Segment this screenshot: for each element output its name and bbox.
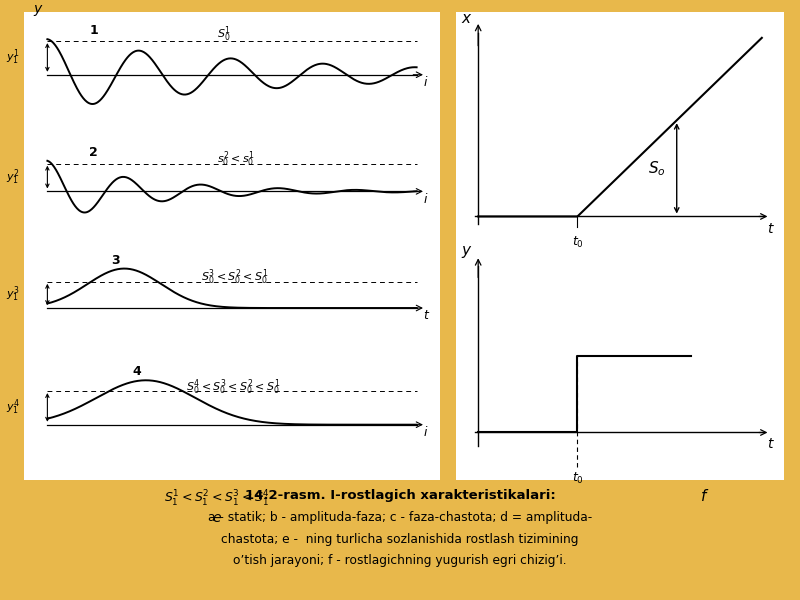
Text: $y$: $y$ [33, 3, 43, 18]
Text: $t_0$: $t_0$ [571, 235, 583, 250]
Text: $i$: $i$ [422, 75, 428, 89]
Text: 2: 2 [89, 146, 98, 159]
Text: 4: 4 [132, 365, 141, 378]
Text: $x$: $x$ [461, 11, 473, 26]
Text: $s_0^2 < s_0^1$: $s_0^2 < s_0^1$ [217, 149, 254, 169]
Text: a - statik; b - amplituda-faza; c - faza-chastota; d = amplituda-: a - statik; b - amplituda-faza; c - faza… [208, 511, 592, 524]
Text: $t$: $t$ [767, 437, 775, 451]
Text: 1: 1 [89, 25, 98, 37]
Text: $t$: $t$ [767, 221, 775, 236]
Text: $S_0^1$: $S_0^1$ [217, 25, 230, 44]
Text: 3: 3 [110, 254, 119, 266]
Text: $y_1^2$: $y_1^2$ [6, 167, 20, 187]
Text: 14.2-rasm. I-rostlagich xarakteristikalari:: 14.2-rasm. I-rostlagich xarakteristikala… [245, 489, 555, 502]
Text: o’tish jarayoni; f - rostlagichning yugurish egri chizig’i.: o’tish jarayoni; f - rostlagichning yugu… [233, 554, 567, 568]
Text: $i$: $i$ [422, 192, 428, 206]
Text: $y_1^3$: $y_1^3$ [6, 284, 20, 304]
Text: $S_1^1 < S_1^2 < S_1^3 < S_1^4$: $S_1^1 < S_1^2 < S_1^3 < S_1^4$ [164, 489, 270, 509]
Text: $i$: $i$ [422, 425, 428, 439]
Text: $y$: $y$ [461, 244, 473, 260]
Text: $S_0^3 < S_0^2 < S_0^1$: $S_0^3 < S_0^2 < S_0^1$ [202, 268, 269, 287]
Text: $e$: $e$ [212, 511, 222, 525]
Text: $f$: $f$ [701, 488, 710, 504]
Text: $y_1^1$: $y_1^1$ [6, 47, 20, 67]
Text: $t_0$: $t_0$ [571, 471, 583, 487]
Text: chastota; e -  ning turlicha sozlanishida rostlash tizimining: chastota; e - ning turlicha sozlanishida… [222, 533, 578, 546]
Text: $S_0^4 < S_0^3 < S_0^2 < S_0^1$: $S_0^4 < S_0^3 < S_0^2 < S_0^1$ [186, 378, 280, 397]
Text: $t$: $t$ [422, 309, 430, 322]
Text: $S_o$: $S_o$ [648, 159, 666, 178]
Text: $y_1^4$: $y_1^4$ [6, 398, 20, 417]
